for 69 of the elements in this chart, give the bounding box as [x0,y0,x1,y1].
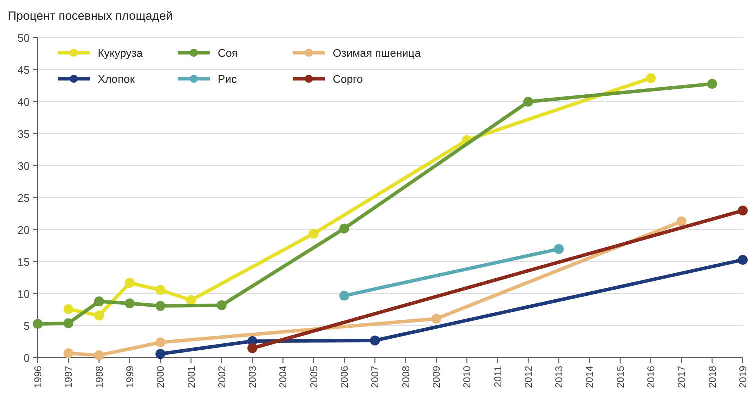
point [738,255,748,266]
x-tick-label: 2017 [677,366,688,388]
x-tick-label: 2012 [524,366,535,388]
point [370,336,380,346]
y-tick-label: 20 [18,224,30,237]
point [431,314,442,324]
x-tick-label: 2007 [370,366,382,388]
point [124,298,135,309]
point [738,206,748,216]
point [646,73,656,84]
legend-label: Соя [218,48,238,60]
legend-label: Хлопок [98,74,136,86]
point [156,301,166,312]
y-tick-label: 50 [18,32,30,45]
x-tick-label: 2019 [738,366,750,388]
point [94,296,104,307]
point [707,79,718,90]
x-tick-label: 1999 [125,366,136,388]
x-tick-label: 2008 [401,366,412,388]
point [64,318,74,328]
point [340,224,350,234]
legend-label: Рис [218,74,238,86]
point [216,300,227,311]
y-tick-label: 0 [24,352,30,365]
x-tick-label: 1997 [64,366,76,388]
point [64,304,74,314]
point [340,290,350,301]
x-tick-label: 2016 [646,366,658,388]
x-tick-label: 2009 [432,366,443,388]
x-tick-label: 2013 [554,366,566,388]
point [156,338,166,348]
point [94,310,104,321]
legend-label: Сорго [333,74,364,86]
point [156,285,166,296]
x-tick-label: 2000 [156,366,168,388]
x-tick-label: 2015 [616,366,627,388]
y-tick-label: 15 [18,256,30,269]
x-tick-label: 2005 [309,366,320,388]
point [248,343,258,354]
y-tick-label: 35 [18,128,30,141]
point [554,244,564,254]
point [156,349,166,360]
x-tick-label: 2004 [278,366,290,388]
point [64,348,74,359]
point [676,216,687,227]
x-tick-label: 1998 [94,366,106,388]
chart-title: Процент посевных площадей [8,9,173,23]
x-tick-label: 2010 [462,366,474,388]
y-tick-label: 25 [18,192,30,205]
point [33,319,43,330]
x-tick-label: 2018 [708,366,719,388]
y-tick-label: 45 [18,64,30,77]
x-tick-label: 2014 [585,366,596,388]
point [124,278,135,288]
x-tick-label: 2003 [248,366,260,388]
point [94,350,104,360]
point [308,228,319,239]
legend-label: Озимая пшеница [333,48,422,60]
y-tick-label: 30 [18,160,30,173]
y-tick-label: 5 [24,320,30,333]
y-tick-label: 10 [18,288,30,301]
x-tick-label: 2001 [186,366,198,388]
legend-label: Кукуруза [98,48,144,60]
point [523,97,534,107]
x-tick-label: 1996 [34,366,44,388]
x-tick-label: 2002 [217,366,228,388]
x-tick-label: 2011 [493,366,504,388]
y-tick-label: 40 [18,96,30,109]
x-tick-label: 2006 [340,366,352,388]
